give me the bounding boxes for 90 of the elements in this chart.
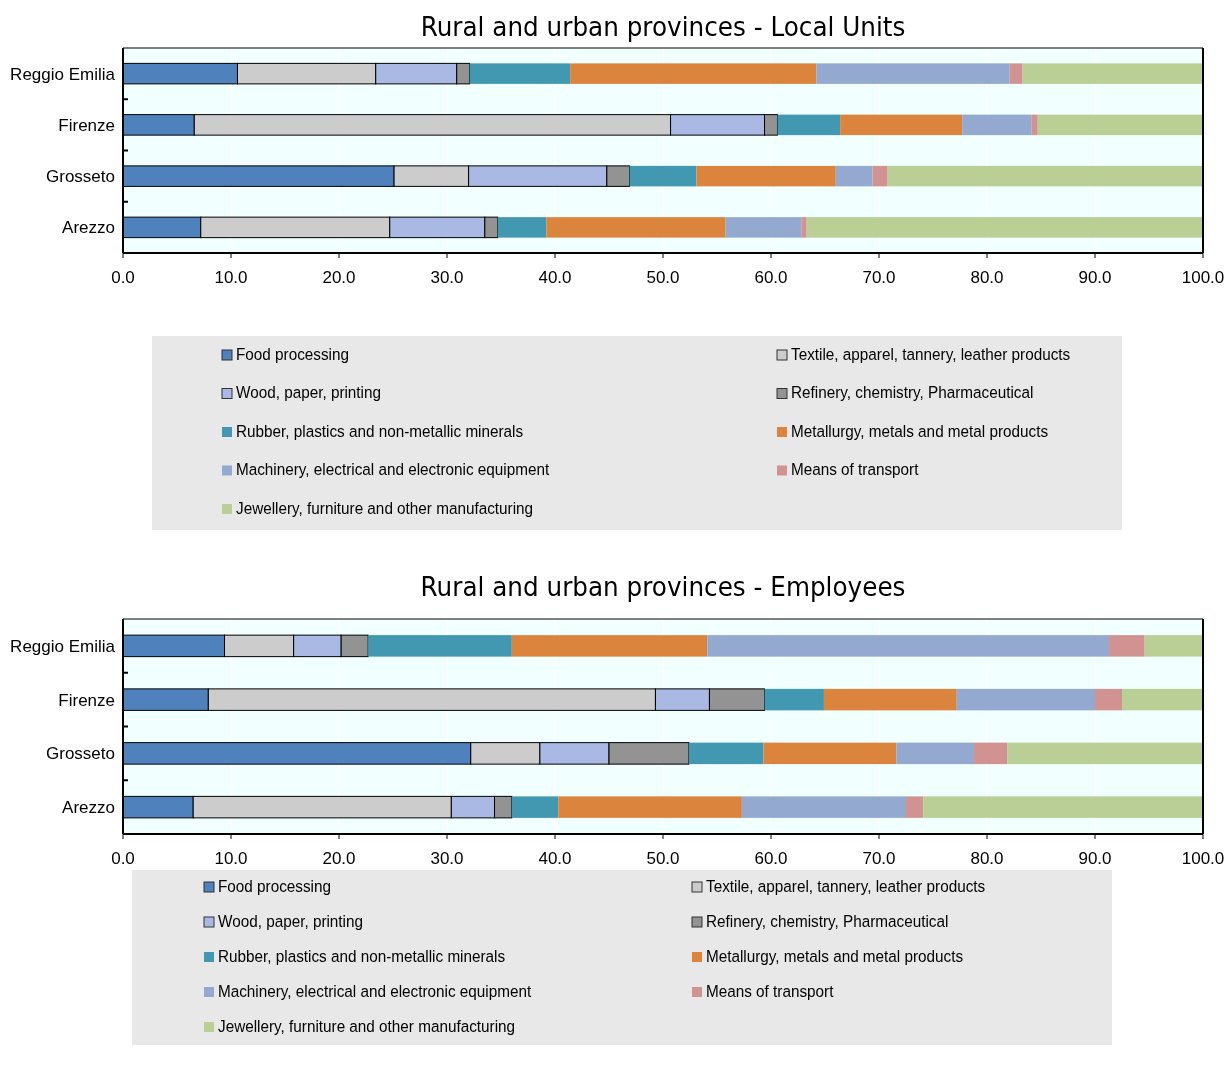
bar — [469, 63, 571, 84]
bar — [725, 217, 802, 238]
x-tick-label: 40.0 — [538, 268, 572, 287]
legend-label: Metallurgy, metals and metal products — [706, 946, 964, 966]
bar — [923, 796, 1203, 818]
legend-label: Rubber, plastics and non-metallic minerals — [218, 946, 506, 966]
legend-label: Refinery, chemistry, Pharmaceutical — [706, 911, 949, 931]
legend-label: Rubber, plastics and non-metallic minerals — [236, 421, 524, 441]
bar — [629, 165, 697, 187]
bar — [872, 165, 888, 187]
chart-title: Rural and urban provinces - Local Units — [420, 11, 906, 43]
bar — [546, 217, 726, 238]
legend-label: Machinery, electrical and electronic equipment — [218, 981, 532, 1001]
x-tick-label: 80.0 — [970, 849, 1004, 868]
y-tick-label: Firenze — [58, 690, 115, 710]
y-tick-label: Firenze — [58, 115, 115, 135]
bar — [823, 688, 957, 711]
bar — [696, 165, 836, 187]
x-tick-label: 30.0 — [430, 849, 464, 868]
y-tick-label: Reggio Emilia — [10, 64, 116, 84]
bar — [1007, 742, 1203, 765]
bar — [1109, 635, 1145, 657]
bar — [763, 742, 897, 765]
bar — [1144, 635, 1203, 657]
x-tick-label: 60.0 — [754, 849, 788, 868]
bar — [558, 796, 742, 818]
x-tick-label: 50.0 — [646, 268, 680, 287]
bar — [1037, 114, 1203, 136]
bar — [906, 796, 924, 818]
bar — [835, 165, 873, 187]
x-tick-label: 0.0 — [111, 268, 135, 287]
x-tick-label: 40.0 — [538, 849, 572, 868]
x-tick-label: 20.0 — [322, 849, 356, 868]
bar — [1031, 114, 1038, 136]
bar — [956, 688, 1095, 711]
bar — [497, 217, 547, 238]
x-tick-label: 70.0 — [862, 849, 896, 868]
legend-label: Means of transport — [791, 459, 919, 479]
x-tick-label: 70.0 — [862, 268, 896, 287]
legend-label: Metallurgy, metals and metal products — [791, 421, 1049, 441]
y-tick-label: Arezzo — [62, 798, 115, 818]
bar — [974, 742, 1008, 765]
x-tick-label: 10.0 — [214, 268, 248, 287]
y-tick-label: Arezzo — [62, 218, 115, 238]
bar — [1122, 688, 1203, 711]
legend-label: Means of transport — [706, 981, 834, 1001]
bar — [570, 63, 817, 84]
legend-label: Food processing — [218, 876, 332, 896]
bar — [1009, 63, 1023, 84]
bar — [840, 114, 963, 136]
bar — [511, 796, 559, 818]
bar — [777, 114, 841, 136]
bar — [1095, 688, 1122, 711]
bar — [688, 742, 764, 765]
bar — [896, 742, 975, 765]
x-tick-label: 90.0 — [1078, 849, 1112, 868]
legend-label: Textile, apparel, tannery, leather products — [791, 344, 1071, 364]
x-tick-label: 20.0 — [322, 268, 356, 287]
legend-label: Textile, apparel, tannery, leather products — [706, 876, 986, 896]
y-tick-label: Grosseto — [46, 167, 115, 187]
bar — [368, 635, 512, 657]
bar — [764, 688, 824, 711]
bar — [511, 635, 708, 657]
y-tick-label: Reggio Emilia — [10, 636, 116, 656]
bar — [816, 63, 1010, 84]
legend-label: Jewellery, furniture and other manufacturing — [236, 498, 534, 518]
x-tick-label: 90.0 — [1078, 268, 1112, 287]
bar — [887, 165, 1203, 187]
x-tick-label: 100.0 — [1181, 268, 1225, 287]
bar — [1022, 63, 1203, 84]
bar — [801, 217, 807, 238]
legend-label: Refinery, chemistry, Pharmaceutical — [791, 382, 1034, 402]
legend-label: Machinery, electrical and electronic equipment — [236, 459, 550, 479]
x-tick-label: 30.0 — [430, 268, 464, 287]
legend-label: Wood, paper, printing — [218, 911, 364, 931]
y-tick-label: Grosseto — [46, 744, 115, 764]
x-tick-label: 0.0 — [111, 849, 135, 868]
chart-title: Rural and urban provinces - Employees — [420, 571, 906, 603]
x-tick-label: 80.0 — [970, 268, 1004, 287]
legend-label: Wood, paper, printing — [236, 382, 382, 402]
bar — [707, 635, 1110, 657]
x-tick-label: 100.0 — [1181, 849, 1225, 868]
x-tick-label: 10.0 — [214, 849, 248, 868]
bar — [741, 796, 906, 818]
bar — [962, 114, 1032, 136]
legend-label: Jewellery, furniture and other manufacturing — [218, 1016, 516, 1036]
bar — [806, 217, 1203, 238]
x-tick-label: 50.0 — [646, 849, 680, 868]
legend-label: Food processing — [236, 344, 350, 364]
x-tick-label: 60.0 — [754, 268, 788, 287]
